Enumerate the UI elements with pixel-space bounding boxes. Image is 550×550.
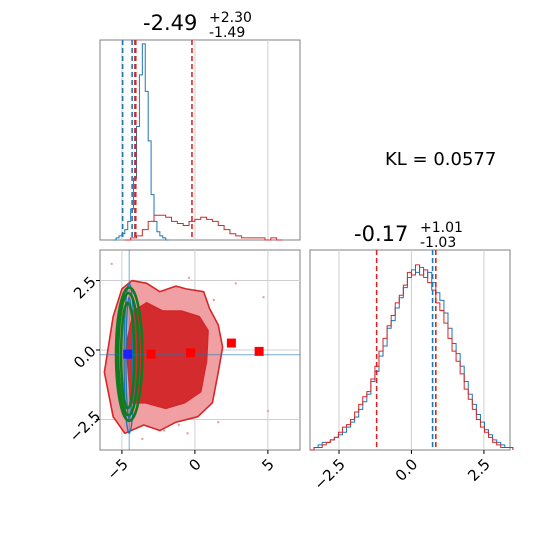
bottom-right-x-tick-label: −2.5 (310, 455, 348, 493)
bottom-left-red-marker (254, 346, 264, 356)
bottom-left-y-tick-label: 2.5 (70, 273, 100, 303)
panel-bottom-right-histogram: −2.5 0.0 2.5 -0.17 +1.01 -1.03 (309, 220, 514, 494)
bottom-left-outlier-point (217, 421, 220, 424)
bottom-left-red-marker (146, 349, 156, 359)
bottom-left-clipped-group (100, 250, 300, 450)
panel-top-left-histogram: -2.49 +2.30 -1.49 (99, 10, 301, 241)
bottom-left-outlier-point (186, 432, 189, 435)
kl-annotation: KL = 0.0577 (385, 149, 496, 170)
bottom-left-outlier-point (177, 423, 181, 427)
bottom-left-green-contour (119, 301, 136, 410)
bottom-left-outlier-point (266, 409, 270, 413)
bottom-right-title: -0.17 +1.01 -1.03 (354, 220, 463, 251)
bottom-left-outlier-point (163, 429, 166, 432)
top-left-histogram-red (124, 214, 283, 241)
top-left-title-median: -2.49 (143, 11, 197, 35)
bottom-left-x-tick-label: −5 (103, 455, 131, 483)
bottom-left-red-marker (226, 338, 236, 348)
bottom-left-content (100, 250, 300, 450)
top-left-series (113, 40, 283, 241)
bottom-right-x-tick-label: 2.5 (464, 455, 494, 485)
bottom-left-outlier-point (187, 276, 191, 279)
bottom-left-outlier-point (212, 298, 216, 302)
bottom-right-x-tick-label: 0.0 (392, 455, 422, 485)
bottom-right-title-median: -0.17 (354, 222, 408, 246)
bottom-left-outlier-point (262, 296, 265, 299)
bottom-right-title-minus: -1.03 (420, 235, 456, 251)
bottom-right-histogram-red (310, 264, 514, 451)
bottom-right-x-tick-labels: −2.5 0.0 2.5 (310, 450, 494, 494)
bottom-left-red-marker (186, 348, 196, 358)
bottom-left-x-tick-label: 5 (258, 455, 277, 474)
bottom-right-title-plus: +1.01 (420, 220, 463, 236)
bottom-left-outlier-point (110, 262, 113, 266)
top-left-title-minus: -1.49 (209, 25, 245, 41)
top-left-title-plus: +2.30 (209, 10, 252, 26)
bottom-left-outlier-point (234, 282, 237, 285)
bottom-left-y-tick-label: −2.5 (66, 407, 104, 445)
bottom-left-green-contour (116, 291, 140, 417)
top-left-frame (99, 39, 301, 241)
bottom-left-x-tick-label: 0 (185, 455, 204, 474)
bottom-left-y-tick-labels: −2.5 0.0 2.5 (66, 273, 104, 446)
bottom-left-outlier-point (141, 437, 144, 441)
panel-bottom-left-contour: −5 0 5 −2.5 0.0 2.5 (66, 249, 301, 484)
bottom-right-series (310, 250, 514, 451)
bottom-right-histogram-blue (310, 266, 514, 451)
bottom-left-blue-marker (123, 349, 133, 359)
top-left-title: -2.49 +2.30 -1.49 (143, 10, 252, 41)
bottom-left-y-tick-label: 0.0 (70, 342, 100, 372)
bottom-right-grid (338, 250, 485, 450)
bottom-left-x-tick-labels: −5 0 5 (103, 450, 278, 484)
